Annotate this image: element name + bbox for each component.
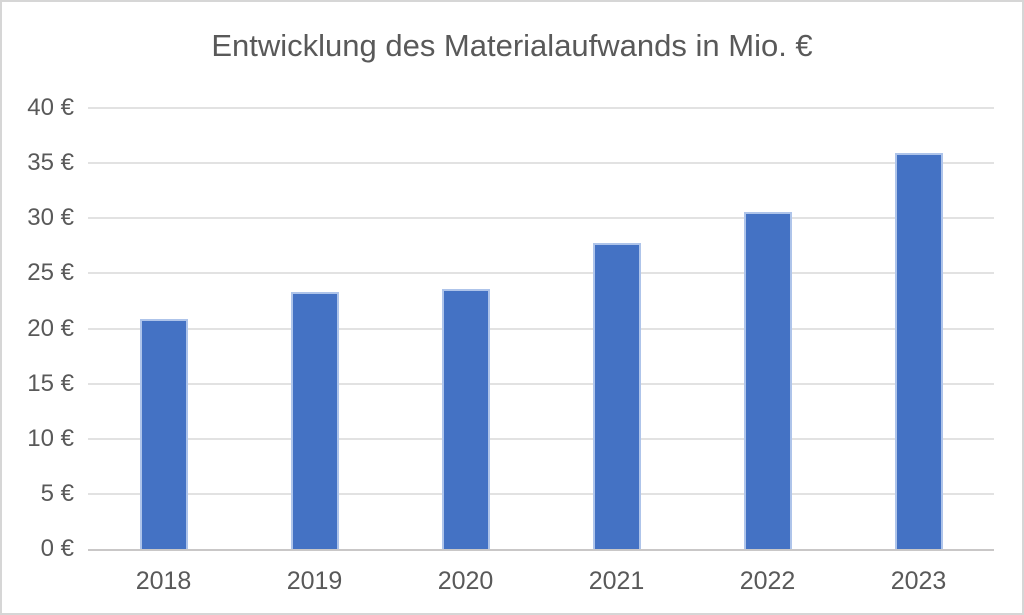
y-tick-label: 10 €: [27, 424, 74, 452]
bar-2023: [894, 153, 943, 549]
y-tick-label: 0 €: [40, 535, 74, 562]
bar-2022: [743, 211, 792, 549]
gridline: [88, 492, 994, 495]
x-tick-label: 2023: [890, 567, 947, 595]
x-axis: 2018 2019 2020 2021 2022 2023: [88, 563, 994, 599]
x-tick-label: 2021: [588, 567, 645, 595]
bar-2019: [290, 292, 339, 549]
y-tick-label: 30 €: [27, 204, 74, 232]
bar-2021: [592, 242, 641, 549]
bar-2018: [139, 318, 188, 549]
y-tick-label: 5 €: [40, 479, 74, 507]
x-tick-label: 2018: [135, 567, 192, 595]
gridline: [88, 217, 994, 220]
y-tick-label: 15 €: [27, 369, 74, 397]
x-tick-label: 2022: [739, 567, 796, 595]
chart-title: Entwicklung des Materialaufwands in Mio.…: [211, 28, 813, 63]
x-tick-label: 2019: [286, 567, 343, 595]
gridline: [88, 382, 994, 385]
gridline: [88, 272, 994, 275]
x-tick-label: 2020: [437, 567, 494, 595]
gridline: [88, 107, 994, 109]
plot-area: [88, 107, 994, 551]
y-axis: 0 € 5 € 10 € 15 € 20 € 25 € 30 € 35 € 40 €: [2, 94, 74, 562]
y-tick-label: 40 €: [27, 94, 74, 121]
gridline: [88, 327, 994, 330]
y-tick-label: 25 €: [27, 259, 74, 287]
gridline: [88, 162, 994, 165]
y-tick-label: 20 €: [27, 314, 74, 342]
gridline: [88, 437, 994, 440]
y-tick-label: 35 €: [27, 149, 74, 177]
bar-2020: [441, 288, 490, 549]
